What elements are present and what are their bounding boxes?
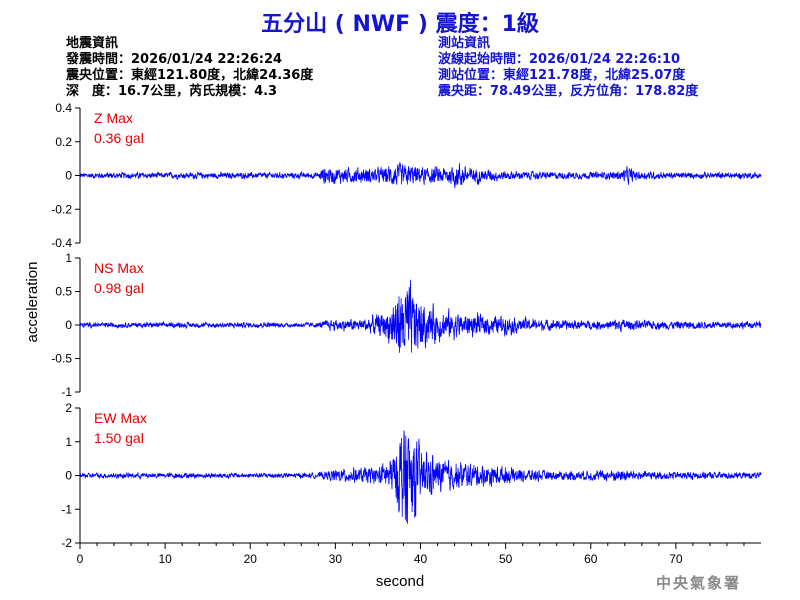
distance-azimuth: 震央距：78.49公里，反方位角：178.82度	[438, 84, 699, 99]
x-tick-label: 10	[158, 552, 172, 566]
x-tick-label: 30	[329, 552, 343, 566]
waveform-trace-ns	[79, 279, 762, 353]
y-tick-label: -1	[61, 385, 72, 399]
y-tick-label: 0	[65, 318, 72, 332]
y-tick-label: -0.2	[51, 202, 72, 216]
epicenter-location: 震央位置：東經121.80度，北緯24.36度	[66, 68, 314, 83]
y-axis-label: acceleration	[24, 262, 41, 343]
wave-start-time: 波線起始時間：2026/01/24 22:26:10	[438, 52, 681, 67]
y-tick-label: -0.4	[51, 236, 72, 250]
depth-magnitude: 深 度：16.7公里，芮氏規模：4.3	[66, 84, 278, 99]
x-tick-label: 70	[669, 552, 683, 566]
x-tick-label: 20	[244, 552, 258, 566]
origin-time: 發震時間：2026/01/24 22:26:24	[66, 52, 283, 67]
y-tick-label: 0.2	[55, 135, 72, 149]
max-label: NS Max	[94, 260, 144, 276]
y-tick-label: -1	[61, 502, 72, 516]
station-location: 測站位置：東經121.78度，北緯25.07度	[438, 68, 686, 83]
max-label: EW Max	[94, 410, 147, 426]
x-tick-label: 0	[77, 552, 84, 566]
x-axis-label: second	[376, 573, 424, 590]
panel-ns: -1 -0.5 0 0.5 1 NS Max 0.98 gal	[51, 251, 762, 399]
max-value: 0.98 gal	[94, 280, 144, 296]
event-info-heading: 地震資訊	[66, 36, 119, 51]
y-tick-label: 1	[65, 435, 72, 449]
x-tick-label: 40	[414, 552, 428, 566]
max-label: Z Max	[94, 110, 133, 126]
agency-credit: 中央氣象署	[656, 574, 742, 592]
chart-title: 五分山 ( NWF ) 震度：1級	[261, 12, 539, 37]
x-tick-label: 60	[584, 552, 598, 566]
waveform-trace-z	[79, 162, 762, 189]
y-tick-label: 0	[65, 169, 72, 183]
panel-ew: -2 -1 0 1 2 EW Max 1.50 gal	[61, 401, 762, 550]
y-tick-label: 0.4	[55, 101, 72, 115]
station-info-heading: 測站資訊	[438, 36, 491, 51]
max-value: 0.36 gal	[94, 130, 144, 146]
station-info-block: 測站資訊 波線起始時間：2026/01/24 22:26:10 測站位置：東經1…	[438, 36, 698, 100]
y-tick-label: -2	[61, 536, 72, 550]
y-tick-label: 2	[65, 401, 72, 415]
y-tick-label: 0.5	[55, 285, 72, 299]
y-tick-label: -0.5	[51, 352, 72, 366]
event-info-block: 地震資訊 發震時間：2026/01/24 22:26:24 震央位置：東經121…	[66, 36, 313, 100]
max-value: 1.50 gal	[94, 430, 144, 446]
y-tick-label: 1	[65, 251, 72, 265]
panel-z: -0.4 -0.2 0 0.2 0.4 Z Max 0.36 gal	[51, 101, 762, 250]
x-tick-label: 50	[499, 552, 513, 566]
y-tick-label: 0	[65, 469, 72, 483]
waveform-trace-ew	[79, 430, 762, 524]
